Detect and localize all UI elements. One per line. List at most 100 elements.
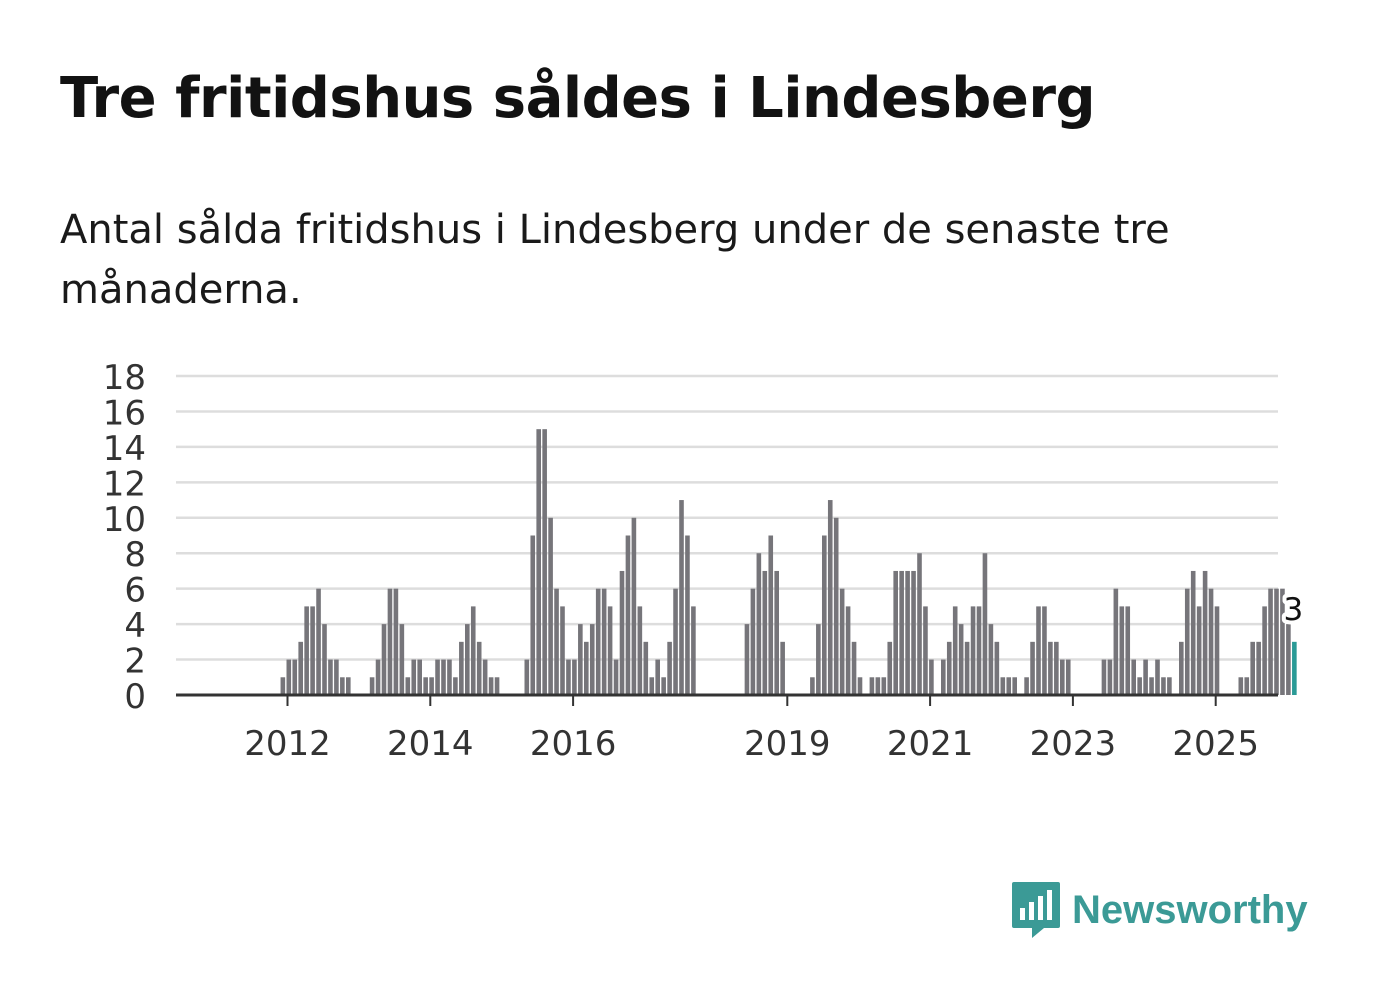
bar — [762, 570, 768, 695]
bar — [572, 659, 577, 695]
bar — [827, 500, 833, 695]
bar — [447, 659, 452, 695]
bar — [453, 677, 458, 695]
bar — [1060, 659, 1065, 695]
bar — [1286, 624, 1291, 695]
bar — [1113, 588, 1119, 695]
bar — [375, 659, 381, 695]
bar — [976, 606, 982, 695]
bar — [970, 606, 976, 695]
bar — [601, 588, 607, 695]
bar — [524, 659, 530, 695]
bar — [1256, 641, 1261, 695]
bar — [465, 624, 470, 695]
bar — [655, 659, 660, 695]
bar — [286, 659, 292, 695]
bar — [1280, 588, 1285, 695]
bar — [816, 624, 821, 695]
bar — [1149, 677, 1154, 695]
bar — [566, 659, 571, 695]
bar — [899, 570, 904, 695]
bar — [488, 677, 494, 695]
bar — [881, 677, 887, 695]
bar — [393, 588, 399, 695]
bar — [625, 535, 631, 695]
bar — [1214, 606, 1220, 695]
value-label: 3 — [1283, 592, 1303, 628]
y-tick-label: 0 — [124, 677, 146, 717]
bar — [988, 624, 994, 695]
bar — [1238, 677, 1244, 695]
bar — [470, 606, 476, 695]
bar — [411, 659, 417, 695]
bar — [851, 641, 857, 695]
y-tick-label: 4 — [124, 606, 146, 646]
bar — [435, 659, 440, 695]
bar — [649, 677, 655, 695]
y-tick-label: 6 — [124, 571, 146, 611]
bar — [1137, 677, 1142, 695]
bar — [744, 624, 750, 695]
chart-title: Tre fritidshus såldes i Lindesberg — [60, 66, 1096, 131]
y-tick-label: 18 — [103, 358, 146, 398]
bar — [530, 535, 536, 695]
bar — [476, 641, 482, 695]
bar — [1155, 659, 1160, 695]
bar — [1262, 606, 1267, 695]
x-tick-label: 2025 — [1172, 724, 1259, 764]
bar — [952, 606, 958, 695]
bar — [1048, 641, 1053, 695]
bar — [839, 588, 845, 695]
bar — [441, 659, 446, 695]
bar — [1143, 659, 1148, 695]
bar — [387, 588, 393, 695]
bar — [1024, 677, 1029, 695]
bar — [548, 517, 553, 695]
bar — [750, 588, 756, 695]
x-tick-label: 2021 — [887, 724, 974, 764]
bar — [774, 570, 779, 695]
bar — [1030, 641, 1035, 695]
bar — [584, 641, 589, 695]
bar — [595, 588, 601, 695]
x-tick-label: 2019 — [744, 724, 831, 764]
bar — [1244, 677, 1250, 695]
bar — [637, 606, 643, 695]
bar — [768, 535, 774, 695]
bar — [756, 553, 762, 695]
bar — [1250, 641, 1255, 695]
bar — [399, 624, 405, 695]
bar — [941, 659, 946, 695]
bar — [613, 659, 619, 695]
bar — [946, 641, 952, 695]
bar — [845, 606, 851, 695]
x-tick-label: 2016 — [530, 724, 617, 764]
bar — [893, 570, 898, 695]
bar — [607, 606, 613, 695]
bar — [304, 606, 309, 695]
bar — [810, 677, 815, 695]
bar — [1036, 606, 1041, 695]
y-tick-label: 16 — [103, 393, 146, 433]
bar — [982, 553, 988, 695]
bar — [994, 641, 1000, 695]
bar — [381, 624, 387, 695]
bar — [887, 641, 893, 695]
y-tick-label: 2 — [124, 642, 146, 682]
bar — [1042, 606, 1047, 695]
bar — [560, 606, 565, 695]
bar — [875, 677, 881, 695]
bar — [1119, 606, 1125, 695]
bar — [917, 553, 922, 695]
bar — [1000, 677, 1006, 695]
bar — [334, 659, 339, 695]
bar — [1184, 588, 1190, 695]
newsworthy-logo: Newsworthy — [1010, 880, 1308, 940]
bar — [667, 641, 672, 695]
bar — [679, 500, 684, 695]
x-tick-label: 2023 — [1030, 724, 1117, 764]
bar — [905, 570, 910, 695]
bar — [1107, 659, 1113, 695]
